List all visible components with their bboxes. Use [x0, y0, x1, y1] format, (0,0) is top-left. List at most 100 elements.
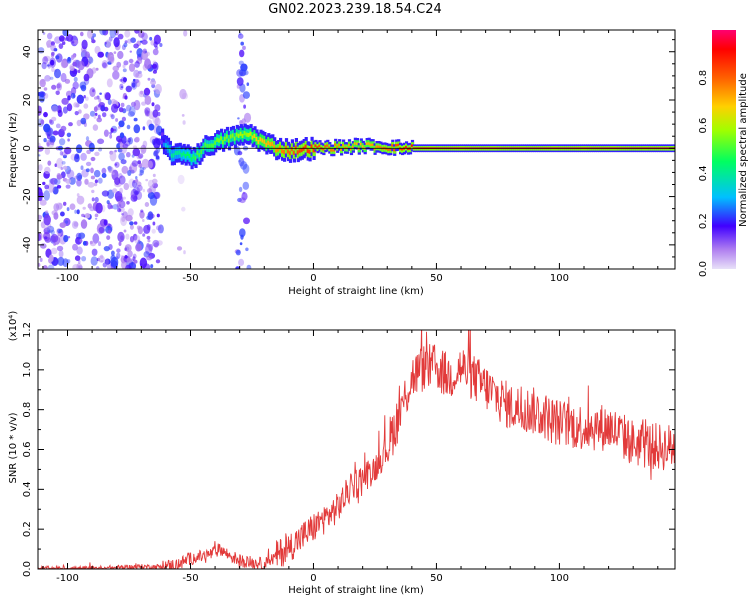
heatmap-noise-blob: [142, 126, 146, 131]
heatmap-noise-blob: [97, 177, 103, 184]
heatmap-noise-blob: [141, 101, 147, 106]
heatmap-noise-blob: [111, 172, 115, 176]
heatmap-noise-blob: [116, 252, 121, 259]
ridge-core: [170, 153, 174, 158]
heatmap-noise-blob: [38, 106, 43, 116]
heatmap-noise-blob: [47, 64, 50, 67]
heatmap-noise-blob: [50, 44, 56, 52]
heatmap-noise-blob: [50, 229, 55, 235]
heatmap-noise-blob: [152, 173, 156, 178]
ridge-core: [192, 154, 196, 159]
heatmap-noise-blob: [97, 255, 105, 263]
heatmap-noise-blob: [43, 214, 51, 226]
heatmap-noise-blob: [124, 30, 131, 38]
heatmap-noise-blob: [181, 114, 185, 117]
heatmap-noise-blob: [182, 120, 186, 125]
heatmap-noise-blob: [60, 72, 67, 83]
colorbar-tick-label: 0.0: [698, 261, 709, 277]
heatmap-noise-blob: [91, 248, 98, 256]
heatmap-noise-blob: [44, 147, 51, 155]
heatmap-noise-blob: [62, 201, 67, 206]
heatmap-noise-blob: [94, 112, 98, 116]
heatmap-noise-blob: [38, 233, 42, 242]
heatmap-noise-blob: [85, 136, 90, 142]
heatmap-noise-blob: [132, 186, 140, 196]
heatmap-noise-blob: [124, 40, 128, 44]
ridge-core: [401, 148, 405, 151]
ridge-core: [377, 145, 381, 148]
heatmap-noise-blob: [157, 224, 164, 234]
heatmap-noise-blob: [43, 227, 51, 235]
ridge-core: [243, 131, 247, 136]
heatmap-noise-blob: [156, 240, 163, 246]
heatmap-noise-blob: [39, 257, 43, 262]
heatmap-noise-blob: [61, 161, 66, 165]
heatmap-noise-blob: [44, 184, 50, 190]
heatmap-noise-blob: [101, 190, 110, 197]
heatmap-noise-blob: [41, 62, 47, 70]
heatmap-noise-blob: [135, 72, 143, 79]
heatmap-noise-blob: [132, 179, 136, 184]
heatmap-noise-blob: [46, 225, 55, 233]
heatmap-noise-blob: [245, 247, 249, 252]
heatmap-noise-blob: [145, 178, 149, 182]
heatmap-noise-blob: [91, 39, 96, 44]
ridge-core: [265, 142, 269, 147]
heatmap-noise-blob: [89, 87, 96, 98]
heatmap-noise-blob: [57, 109, 63, 117]
ridge-core: [379, 146, 383, 149]
heatmap-noise-blob: [117, 231, 125, 243]
ridge-core: [180, 152, 184, 158]
heatmap-noise-blob: [102, 112, 107, 118]
heatmap-noise-blob: [97, 138, 105, 145]
heatmap-noise-blob: [108, 165, 112, 172]
ridge-core: [367, 142, 371, 145]
ridge-core: [304, 144, 308, 149]
heatmap-noise-blob: [46, 40, 53, 48]
ridge-core: [290, 146, 294, 152]
heatmap-noise-blob: [93, 114, 97, 119]
heatmap-noise-blob: [126, 124, 131, 130]
ridge-core: [261, 138, 265, 143]
ridge-core: [351, 145, 355, 149]
ridge-core: [194, 156, 198, 161]
heatmap-noise-blob: [89, 110, 96, 117]
ridge-core: [168, 148, 172, 153]
heatmap-noise-blob: [147, 188, 153, 194]
ridge-core: [332, 149, 336, 152]
heatmap-noise-blob: [118, 120, 125, 128]
ridge-core: [324, 145, 328, 148]
heatmap-noise-blob: [72, 61, 78, 67]
heatmap-noise-blob: [153, 41, 158, 48]
ridge-core: [222, 140, 226, 145]
ridge-core: [223, 136, 228, 141]
heatmap-noise-blob: [123, 229, 127, 233]
heatmap-noise-blob: [72, 81, 79, 90]
heatmap-noise-blob: [124, 95, 128, 100]
heatmap-noise-blob: [237, 151, 243, 156]
heatmap-noise-blob: [179, 88, 187, 100]
heatmap-noise-blob: [125, 85, 132, 93]
heatmap-noise-blob: [124, 254, 128, 259]
heatmap-noise-blob: [80, 31, 84, 37]
heatmap-noise-blob: [139, 169, 144, 176]
spectrogram-ylabel: Frequency (Hz): [8, 112, 19, 188]
heatmap-noise-blob: [95, 202, 103, 214]
heatmap-noise-blob: [117, 201, 122, 205]
ridge-core: [162, 142, 167, 147]
ridge-core: [395, 144, 399, 147]
heatmap-noise-blob: [139, 257, 148, 269]
heatmap-noise-blob: [60, 211, 65, 217]
heatmap-noise-blob: [246, 264, 252, 269]
x-tick-label: 100: [550, 573, 569, 584]
y-tick-label: 0: [22, 145, 33, 151]
heatmap-noise-blob: [77, 259, 81, 264]
heatmap-noise-blob: [67, 95, 71, 101]
heatmap-noise-blob: [128, 58, 134, 64]
heatmap-noise-blob: [94, 96, 98, 100]
spectrogram-frame: [37, 29, 676, 270]
heatmap-noise-blob: [150, 79, 157, 86]
heatmap-noise-blob: [142, 188, 145, 193]
heatmap-noise-blob: [236, 77, 244, 86]
